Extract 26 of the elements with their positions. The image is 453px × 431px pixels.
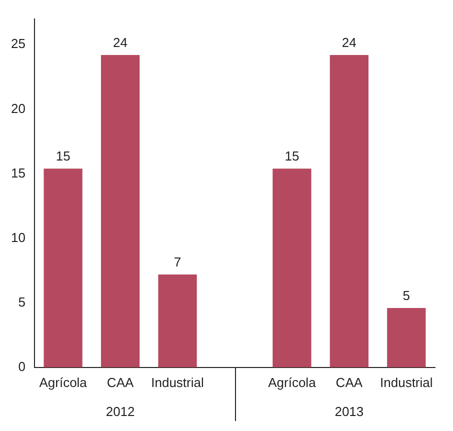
x-tick-label: Agrícola <box>39 374 88 390</box>
y-tick-label: 15 <box>10 165 26 180</box>
y-tick-label: 0 <box>18 358 26 374</box>
x-tick-label: CAA <box>106 374 134 390</box>
bar <box>44 168 82 368</box>
bar <box>387 308 426 368</box>
bar <box>330 54 368 368</box>
data-label: 5 <box>402 288 410 304</box>
bar <box>100 54 140 368</box>
y-tick-label: 10 <box>10 230 26 245</box>
data-label: 24 <box>113 35 128 50</box>
bar <box>158 274 197 368</box>
x-tick-label: Industrial <box>380 374 433 390</box>
data-label: 24 <box>342 35 356 50</box>
bar <box>272 168 312 368</box>
x-tick-label: Industrial <box>151 374 204 390</box>
text: 2012 <box>106 404 135 420</box>
data-label: 7 <box>174 254 182 270</box>
text: 2013 <box>334 404 364 420</box>
x-tick-label: Agrícola <box>268 374 317 390</box>
x-tick-label: CAA <box>336 374 363 390</box>
y-tick-label: 20 <box>10 100 26 116</box>
y-tick-label: 25 <box>10 36 26 52</box>
data-label: 15 <box>284 148 300 164</box>
y-tick-label: 5 <box>18 294 26 310</box>
data-label: 15 <box>56 148 70 164</box>
